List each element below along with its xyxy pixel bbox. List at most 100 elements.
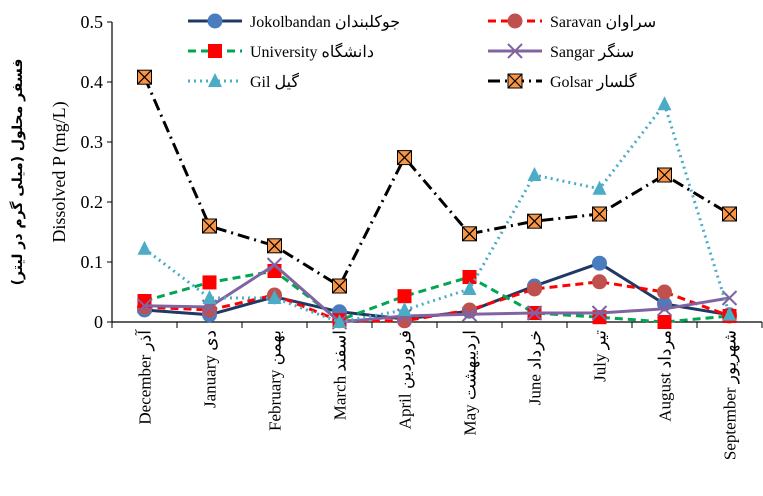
data-point [657,96,672,111]
legend-item: Saravan سراوان [488,13,656,31]
data-point [267,238,282,254]
data-point [722,306,737,321]
x-tick-label: June خرداد [526,330,546,405]
data-point [461,306,478,322]
data-point-stroke [591,305,608,321]
data-point [722,206,737,222]
y-axis-label: Dissolved P (mg/L) [49,101,70,242]
y-tick-label: 0.1 [81,252,104,272]
data-point [592,274,607,290]
data-point [462,226,477,242]
data-point [462,270,477,284]
data-point [137,240,152,255]
data-point-stroke [656,301,673,317]
data-point [656,301,673,317]
legend: Jokolbandan جوکلبندان Saravan سراوان Unive… [188,13,656,91]
data-point [202,290,217,304]
series-line [143,102,731,324]
data-point [507,43,523,59]
data-point [208,44,222,58]
data-point [207,13,223,29]
legend-item: Sangar سنگر [488,42,634,61]
data-point-stroke [722,206,737,222]
data-point-stroke [137,69,152,85]
legend-label: Saravan سراوان [550,14,656,31]
y-tick-label: 0.4 [81,72,104,92]
series-line [143,76,731,288]
data-point-stroke [657,167,672,183]
y-tick-label: 0.5 [81,12,104,32]
x-tick-label: March اسفند [331,330,350,420]
data-point [507,73,523,89]
data-point [526,305,543,321]
y-tick-labels: 0 0.1 0.2 0.3 0.4 0.5 [81,12,104,332]
data-point [591,305,608,321]
series-line [144,269,730,324]
legend-item: Golsar گلسار [488,72,637,91]
data-point [202,218,217,234]
legend-item: University دانشگاه [188,42,374,61]
y-tick-label: 0.2 [81,192,104,212]
data-point [592,180,607,195]
data-point [397,289,412,304]
data-point-stroke [397,150,412,166]
series-5 [137,69,737,294]
x-tick-label: December آذر [134,329,156,425]
legend-item: Gil گیل [188,72,299,91]
data-point-stroke [721,290,738,306]
data-point [332,314,347,328]
data-point [462,281,477,295]
x-tick-label: July تیر [591,330,611,382]
data-point [202,275,217,290]
data-point-stroke [526,305,543,321]
data-point-stroke [202,218,217,234]
data-point-stroke [462,226,477,242]
y-tick-label: 0 [94,312,103,332]
data-point [137,69,152,85]
legend-label: Sangar سنگر [550,42,634,61]
data-point-stroke [507,43,523,59]
data-point [397,302,412,316]
data-point [397,150,412,166]
data-point [527,167,542,181]
x-tick-label: January دی [201,330,220,408]
data-point [657,284,672,300]
series-4 [137,96,737,328]
data-point [208,73,222,87]
series-line [144,263,730,324]
data-point [657,167,672,183]
data-point-stroke [266,257,283,273]
data-point [136,298,153,314]
x-tick-label: September شهریور [721,330,741,460]
data-point [592,255,607,271]
data-point [721,290,738,306]
data-point-stroke [332,278,347,294]
data-point [332,278,347,294]
data-point [266,257,283,273]
y-axis-label-persian: فسفر محلول (میلی گرم در لیتر) [9,59,26,286]
data-point-stroke [461,306,478,322]
x-tick-label: May اردیبهشت [461,330,481,435]
x-tick-label: February بهمن [266,330,286,431]
data-point [507,13,523,29]
legend-label: University دانشگاه [250,42,374,61]
data-point [267,290,282,304]
legend-item: Jokolbandan جوکلبندان [188,13,400,31]
y-tick-label: 0.3 [81,132,104,152]
x-tick-label: August مرداد [656,330,676,422]
data-point-stroke [136,298,153,314]
data-point-stroke [527,213,542,229]
legend-label: Jokolbandan جوکلبندان [250,14,400,31]
legend-label: Golsar گلسار [550,72,637,91]
x-tick-labels: December آذر January دی February بهمن March… [134,329,741,460]
data-point [592,206,607,222]
data-point-stroke [592,206,607,222]
data-point-stroke [507,73,523,89]
legend-label: Gil گیل [250,72,299,91]
data-point [527,213,542,229]
data-point [657,315,672,329]
data-point [527,281,542,297]
x-tick-label: April فروردین [396,330,416,429]
